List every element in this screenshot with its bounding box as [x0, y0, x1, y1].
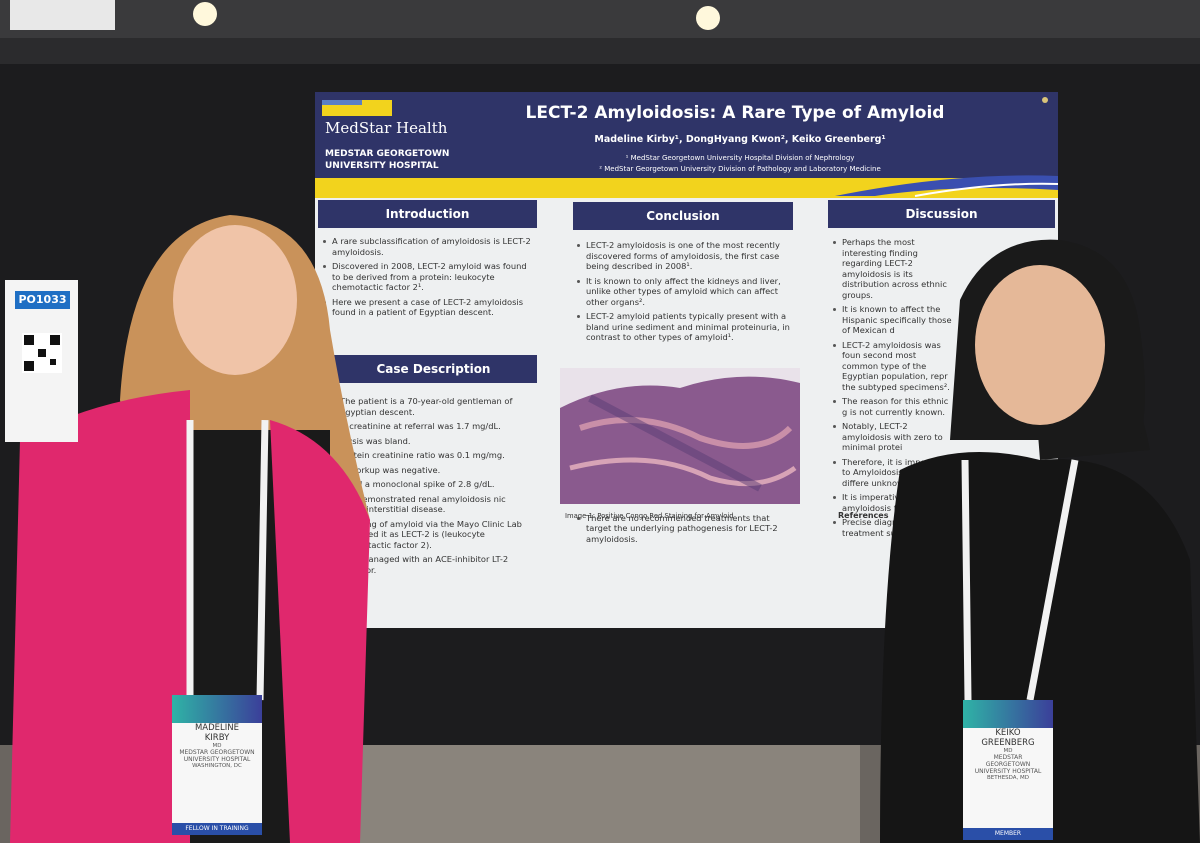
- section-heading: Conclusion: [573, 202, 793, 230]
- header-decor: [315, 97, 1058, 198]
- bullet: There are no recommended treatments that…: [576, 513, 791, 545]
- bullet-list: Perhaps the most interesting finding reg…: [832, 237, 952, 542]
- badge-location: BETHESDA, MD: [986, 775, 1030, 781]
- badge-name: GREENBERG: [981, 738, 1035, 748]
- bullet: Perhaps the most interesting finding reg…: [832, 237, 952, 300]
- badge-role: MEMBER: [963, 828, 1053, 840]
- authors: Madeline Kirby¹, DongHyang Kwon², Keiko …: [594, 134, 886, 145]
- section-heading: Introduction: [318, 200, 537, 228]
- section-heading: Discussion: [828, 200, 1055, 228]
- section-heading: Case Description: [330, 355, 537, 383]
- references-heading: References: [838, 511, 889, 520]
- badge-credential: MD: [212, 743, 222, 749]
- bullet: It is known to affect the Hispanic speci…: [832, 304, 952, 336]
- badge-affiliation: UNIVERSITY HOSPITAL: [183, 756, 251, 763]
- hospital: MEDSTAR GEORGETOWN: [325, 149, 450, 159]
- bullet: Precise diagnosis treatment such a: [832, 517, 952, 538]
- bullet: LECT-2 amyloid patients typically presen…: [576, 311, 791, 343]
- badge-affiliation: MEDSTAR GEORGETOWN: [179, 749, 255, 756]
- bullet: The reason for this ethnic g is not curr…: [832, 396, 952, 417]
- affiliation: ¹ MedStar Georgetown University Hospital…: [625, 154, 855, 162]
- badge-location: WASHINGTON, DC: [192, 763, 242, 769]
- brand: MedStar Health: [325, 119, 448, 137]
- badge-name: MADELINE: [194, 723, 240, 733]
- bullet: Discovered in 2008, LECT-2 amyloid was f…: [322, 261, 532, 293]
- hospital: UNIVERSITY HOSPITAL: [325, 161, 439, 171]
- affiliation: ² MedStar Georgetown University Division…: [599, 165, 881, 173]
- badge-top: [172, 695, 262, 723]
- bullet: LECT-2 amyloidosis was foun second most …: [832, 340, 952, 393]
- badge-credential: MD: [1003, 748, 1013, 754]
- badge-name: KEIKO: [995, 728, 1021, 738]
- bullet: Therefore, it is important to Amyloidosi…: [832, 457, 952, 489]
- badge: KEIKO GREENBERG MD MEDSTAR GEORGETOWN UNIVERS…: [963, 700, 1053, 840]
- badge-top: [963, 700, 1053, 728]
- poster-title: LECT-2 Amyloidosis: A Rare Type of Amylo…: [525, 103, 945, 123]
- badge-affiliation: UNIVERSITY HOSPITAL: [974, 768, 1042, 775]
- bullet: Notably, LECT-2 amyloidosis with zero to…: [832, 421, 952, 453]
- poster-code: PO1033: [15, 291, 70, 309]
- badge: MADELINE KIRBY MD MEDSTAR GEORGETOWN UNIVERS…: [172, 695, 262, 835]
- qr-code: [22, 333, 62, 373]
- badge-name: KIRBY: [204, 733, 230, 743]
- badge-affiliation: GEORGETOWN: [985, 761, 1031, 768]
- bullet: A rare subclassification of amyloidosis …: [322, 236, 532, 257]
- badge-role: FELLOW IN TRAINING: [172, 823, 262, 835]
- figure-caption: Image 1: Positive Congo Red Staining for…: [565, 512, 734, 520]
- histology-image: [560, 368, 800, 504]
- bullet: It is known to only affect the kidneys a…: [576, 276, 791, 308]
- poster-header: [315, 92, 1058, 180]
- bullet: It is imperative to distin 2 amyloidosis…: [832, 492, 952, 513]
- bullet-list: LECT-2 amyloidosis is one of the most re…: [576, 240, 791, 548]
- badge-affiliation: MEDSTAR: [993, 754, 1023, 761]
- bullet: LECT-2 amyloidosis is one of the most re…: [576, 240, 791, 272]
